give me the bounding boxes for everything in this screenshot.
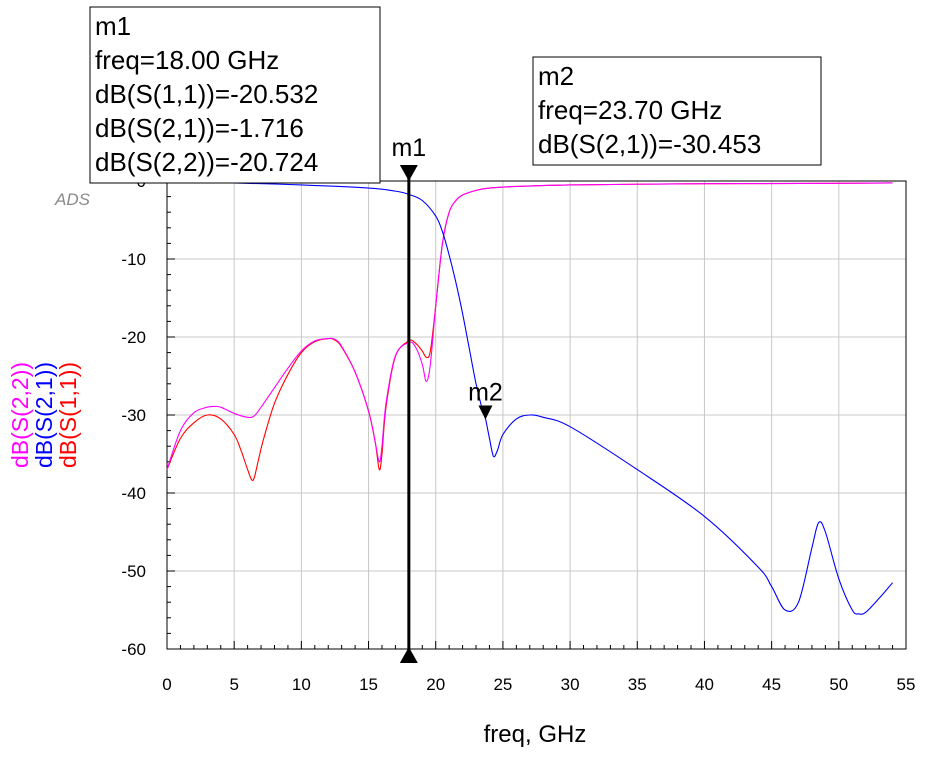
marker-m1-top-arrow[interactable] [399, 165, 418, 181]
y-tick-label: -20 [121, 328, 146, 347]
y-tick-label: -40 [121, 484, 146, 503]
marker-m2-readout-line: dB(S(2,1))=-30.453 [538, 129, 761, 159]
brand-label: ADS [54, 190, 91, 209]
x-tick-label: 0 [162, 675, 171, 694]
y-tick-label: -50 [121, 562, 146, 581]
markers-group: m1 m2 m1 freq=18.00 GHz dB(S(1,1))=-20.532 dB… [89, 6, 822, 663]
series-line-db-s-1-1 [166, 182, 893, 481]
y-axis-label: dB(S(1,1)) [55, 362, 81, 468]
x-tick-label: 10 [292, 675, 311, 694]
y-tick-label: -30 [121, 406, 146, 425]
series-line-db-s-2-2 [166, 182, 893, 470]
x-tick-label: 45 [762, 675, 781, 694]
marker-m1-label: m1 [391, 134, 426, 162]
marker-m1-bottom-arrow[interactable] [399, 647, 418, 663]
marker-m1-readout-line: m1 [95, 11, 131, 41]
marker-m2-label: m2 [468, 379, 503, 407]
marker-m1-readout-line: freq=18.00 GHz [95, 45, 279, 75]
series-line-db-s-2-1 [166, 180, 893, 615]
marker-m2-readout: m2 freq=23.70 GHz dB(S(2,1))=-30.453 [532, 56, 822, 166]
marker-m2-readout-frame [532, 56, 822, 166]
x-tick-label: 5 [229, 675, 238, 694]
x-tick-label: 20 [426, 675, 445, 694]
x-tick-label: 40 [695, 675, 714, 694]
marker-m1-readout: m1 freq=18.00 GHz dB(S(1,1))=-20.532 dB(S(2… [89, 6, 381, 184]
x-tick-label: 30 [561, 675, 580, 694]
marker-m2-arrow[interactable] [478, 405, 493, 420]
marker-m2-readout-line: freq=23.70 GHz [538, 95, 722, 125]
marker-m2-readout-line: m2 [538, 61, 574, 91]
marker-m1-readout-line: dB(S(1,1))=-20.532 [95, 79, 318, 109]
y-tick-label: -10 [121, 250, 146, 269]
x-tick-label: 50 [829, 675, 848, 694]
marker-m1-readout-line: dB(S(2,2))=-20.724 [95, 147, 318, 177]
marker-m1-readout-frame [89, 6, 381, 184]
y-tick-label: -60 [121, 640, 146, 659]
marker-m1-readout-line: dB(S(2,1))=-1.716 [95, 113, 304, 143]
x-tick-label: 55 [897, 675, 916, 694]
y-axis-label: dB(S(2,2)) [7, 362, 33, 468]
y-axis-labels: dB(S(2,2))dB(S(2,1))dB(S(1,1)) [7, 362, 81, 468]
plot-grid [167, 181, 906, 649]
y-axis-label: dB(S(2,1)) [31, 362, 57, 468]
series-group [166, 180, 893, 615]
x-tick-label: 25 [493, 675, 512, 694]
x-axis-ticks: 0 5 10 15 20 25 30 35 40 45 50 55 [162, 641, 915, 694]
x-axis-label: freq, GHz [484, 721, 587, 748]
x-tick-label: 15 [359, 675, 378, 694]
x-tick-label: 35 [628, 675, 647, 694]
